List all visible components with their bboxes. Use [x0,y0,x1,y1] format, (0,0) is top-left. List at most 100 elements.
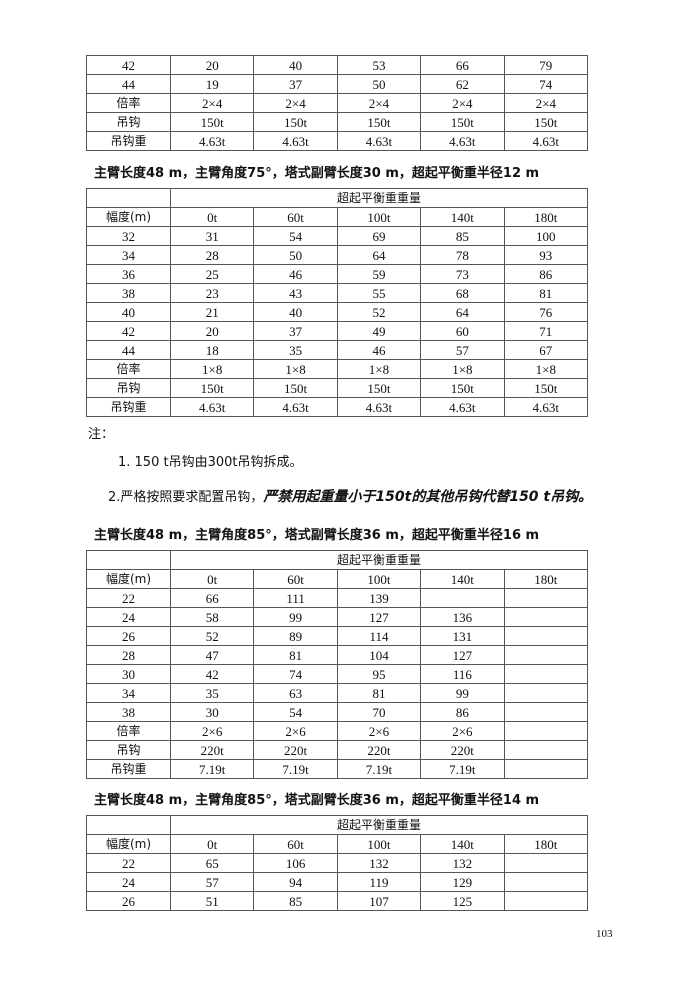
header-row: 幅度(m) 0t 60t 100t 140t 180t [86,834,589,854]
header-cell: 0t [169,207,255,227]
row-label-cell: 44 [86,74,171,94]
row-label-cell: 32 [86,226,171,246]
header-cell: 100t [336,834,422,854]
value-cell: 46 [336,340,422,360]
value-cell: 66 [420,55,505,75]
table-row: 42 20 37 49 60 71 [86,321,589,341]
value-cell: 99 [253,607,338,627]
header-cell: 幅度(m) [86,569,171,589]
value-cell: 119 [336,872,422,892]
value-cell: 7.19t [336,759,422,779]
value-cell: 37 [253,321,338,341]
value-cell: 106 [253,853,338,873]
value-cell: 57 [169,872,255,892]
row-label-cell: 吊钩 [86,378,171,398]
header-cell: 140t [420,569,505,589]
value-cell: 23 [169,283,255,303]
value-cell [503,645,589,665]
value-cell: 150t [169,112,255,132]
value-cell: 67 [503,340,589,360]
value-cell: 4.63t [503,397,589,417]
group-header-cell: 超起平衡重重量 [170,815,588,835]
value-cell: 220t [336,740,422,760]
value-cell: 81 [336,683,422,703]
header-cell: 60t [253,569,338,589]
header-cell: 0t [169,834,255,854]
row-label-cell: 倍率 [86,93,171,113]
value-cell: 60 [420,321,505,341]
value-cell: 4.63t [253,397,338,417]
row-label-cell: 34 [86,245,171,265]
value-cell [503,664,589,684]
header-cell: 140t [420,834,505,854]
value-cell: 1×8 [169,359,255,379]
note-item-2-prefix: 2.严格按照要求配置吊钩， [108,490,264,505]
header-cell: 180t [503,834,589,854]
value-cell [503,626,589,646]
table-row: 34 28 50 64 78 93 [86,245,589,265]
value-cell: 220t [169,740,255,760]
row-label-cell: 30 [86,664,171,684]
row-label-cell: 44 [86,340,171,360]
value-cell: 150t [503,378,589,398]
table-row: 22 65 106 132 132 [86,853,589,873]
value-cell: 64 [336,245,422,265]
group-header-row: 超起平衡重重量 [86,188,588,208]
table-row: 吊钩重 7.19t 7.19t 7.19t 7.19t [86,759,589,779]
value-cell: 51 [169,891,255,911]
value-cell: 4.63t [169,131,255,151]
value-cell: 2×4 [336,93,422,113]
value-cell: 1×8 [253,359,338,379]
table-3-caption: 主臂长度48 m，主臂角度85°，塔式副臂长度36 m，超起平衡重半径16 m [94,528,540,543]
group-header-row: 超起平衡重重量 [86,815,588,835]
table-row: 吊钩重 4.63t 4.63t 4.63t 4.63t 4.63t [86,131,589,151]
value-cell: 95 [336,664,422,684]
value-cell [503,702,589,722]
row-label-cell: 36 [86,264,171,284]
table-row: 36 25 46 59 73 86 [86,264,589,284]
value-cell: 53 [336,55,422,75]
row-label-cell: 42 [86,55,171,75]
row-label-cell: 吊钩 [86,112,171,132]
value-cell: 127 [336,607,422,627]
value-cell: 86 [420,702,505,722]
header-cell: 60t [253,834,338,854]
value-cell: 4.63t [169,397,255,417]
empty-corner-cell [86,188,171,208]
note-label: 注： [88,427,115,442]
value-cell: 1×8 [336,359,422,379]
value-cell: 1×8 [420,359,505,379]
value-cell: 62 [420,74,505,94]
header-cell: 60t [253,207,338,227]
load-table-1-continued: 42 20 40 53 66 79 44 19 37 50 62 74 倍率 2×4 2×4 2×4 2×4 2×… [86,55,589,151]
table-row: 倍率 2×4 2×4 2×4 2×4 2×4 [86,93,589,113]
row-label-cell: 34 [86,683,171,703]
value-cell: 150t [420,112,505,132]
value-cell: 18 [169,340,255,360]
value-cell: 54 [253,226,338,246]
value-cell: 50 [253,245,338,265]
table-row: 38 23 43 55 68 81 [86,283,589,303]
value-cell: 107 [336,891,422,911]
value-cell: 19 [169,74,255,94]
value-cell: 132 [420,853,505,873]
value-cell: 99 [420,683,505,703]
value-cell: 4.63t [336,397,422,417]
value-cell: 20 [169,55,255,75]
row-label-cell: 26 [86,891,171,911]
value-cell: 2×6 [336,721,422,741]
value-cell [503,853,589,873]
value-cell: 40 [253,55,338,75]
value-cell: 127 [420,645,505,665]
value-cell: 7.19t [253,759,338,779]
value-cell: 74 [253,664,338,684]
value-cell: 78 [420,245,505,265]
table-row: 倍率 2×6 2×6 2×6 2×6 [86,721,589,741]
row-label-cell: 42 [86,321,171,341]
value-cell: 4.63t [503,131,589,151]
value-cell: 220t [253,740,338,760]
table-row: 40 21 40 52 64 76 [86,302,589,322]
value-cell: 55 [336,283,422,303]
value-cell: 125 [420,891,505,911]
value-cell [503,588,589,608]
